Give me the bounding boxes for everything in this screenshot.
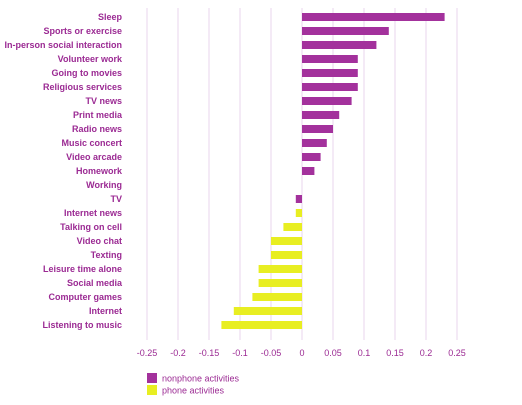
bar-computer-games [252,293,302,301]
x-tick-label: 0.2 [420,348,433,358]
category-label: Music concert [61,138,122,148]
category-label: Working [86,180,122,190]
category-label: Print media [73,110,123,120]
bar-print-media [302,111,340,119]
category-label: Video arcade [66,152,122,162]
bar-music-concert [302,139,327,147]
x-tick-label: -0.05 [261,348,282,358]
category-label: Listening to music [42,320,122,330]
category-label: Internet [89,306,122,316]
x-tick-label: 0.15 [386,348,404,358]
legend-swatch-nonphone [147,373,157,383]
bar-internet-news [295,209,302,217]
x-tick-label: -0.1 [232,348,248,358]
bar-religious-services [302,83,358,91]
bar-in-person-social-interaction [302,41,377,49]
bar-leisure-time-alone [258,265,302,273]
x-tick-label: 0.25 [448,348,466,358]
x-tick-label: 0.05 [324,348,342,358]
bars [221,13,445,329]
bar-tv [295,195,302,203]
bar-sports-or-exercise [302,27,389,35]
category-label: TV [110,194,122,204]
category-label: In-person social interaction [4,40,122,50]
bar-going-to-movies [302,69,358,77]
category-label: Volunteer work [58,54,123,64]
bar-listening-to-music [221,321,302,329]
category-label: Going to movies [51,68,122,78]
category-label: Social media [67,278,123,288]
category-label: Computer games [48,292,122,302]
legend-swatch-phone [147,385,157,395]
category-label: Texting [91,250,122,260]
legend: nonphone activities phone activities [147,373,240,396]
bar-social-media [258,279,302,287]
bar-tv-news [302,97,352,105]
legend-label-phone: phone activities [162,386,225,396]
bar-video-arcade [302,153,321,161]
category-label: Sleep [98,12,123,22]
category-label: TV news [85,96,122,106]
category-label: Radio news [72,124,122,134]
bar-volunteer-work [302,55,358,63]
category-label: Homework [76,166,123,176]
category-label: Internet news [64,208,122,218]
x-tick-label: -0.2 [170,348,186,358]
x-axis-ticks: -0.25 -0.2 -0.15 -0.1 -0.05 0 0.05 0.1 0.15 0.2 0.… [137,348,466,358]
category-label: Talking on cell [60,222,122,232]
category-label: Sports or exercise [43,26,122,36]
bar-homework [302,167,315,175]
bar-internet [233,307,302,315]
x-tick-label: -0.25 [137,348,158,358]
bar-radio-news [302,125,333,133]
category-label: Religious services [43,82,122,92]
bar-sleep [302,13,445,21]
category-labels: Sleep Sports or exercise In-person social … [4,12,123,330]
category-label: Video chat [77,236,122,246]
bar-texting [271,251,302,259]
category-label: Leisure time alone [43,264,122,274]
bar-talking-on-cell [283,223,302,231]
legend-label-nonphone: nonphone activities [162,374,240,384]
x-tick-label: 0 [299,348,304,358]
bar-video-chat [271,237,302,245]
x-tick-label: -0.15 [199,348,220,358]
x-tick-label: 0.1 [358,348,371,358]
